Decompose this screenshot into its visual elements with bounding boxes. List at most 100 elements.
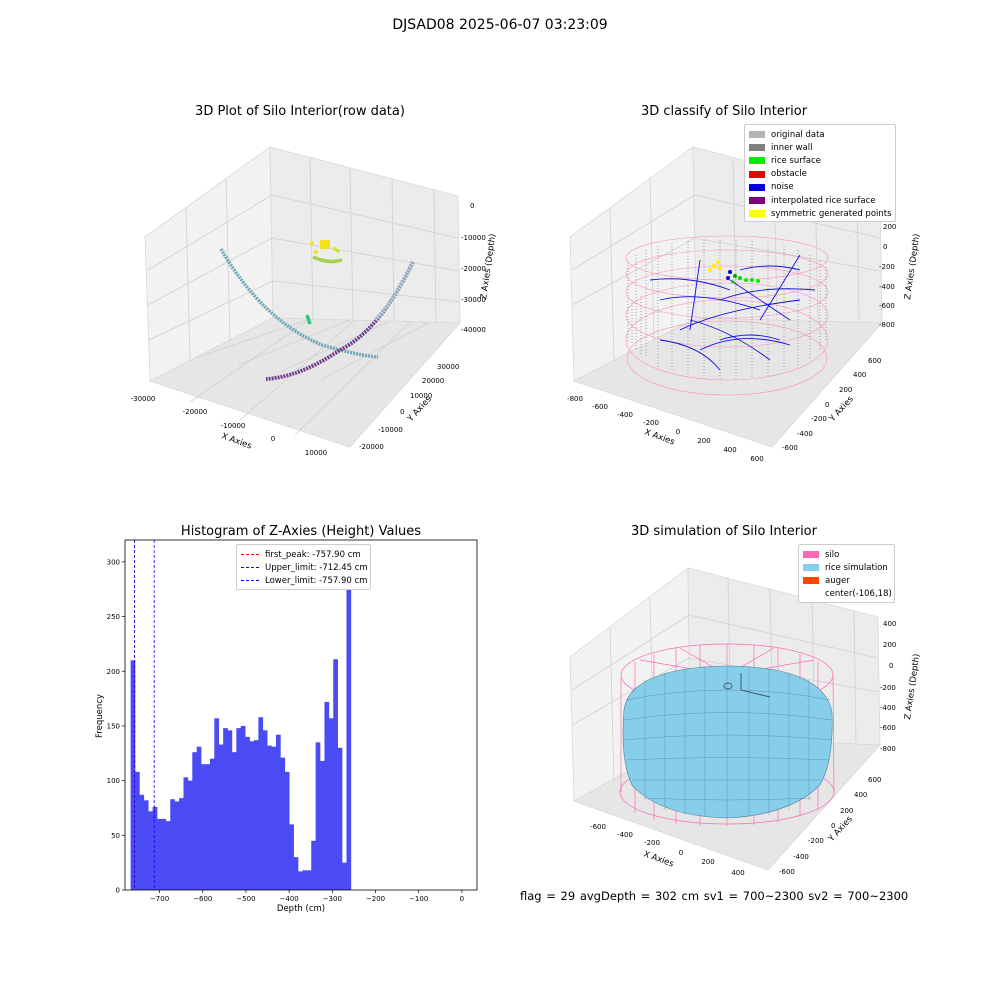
legend-label: Lower_limit: -757.90 cm bbox=[265, 575, 368, 586]
histogram-bar bbox=[205, 764, 211, 890]
classify-noise-lines bbox=[649, 254, 816, 371]
histogram-bar bbox=[223, 728, 228, 890]
simulation-ztick: -600 bbox=[880, 724, 896, 732]
classify-ztick: -600 bbox=[879, 302, 895, 310]
raw-axes-box bbox=[144, 146, 461, 448]
legend-label: auger bbox=[825, 575, 850, 586]
histogram-title: Histogram of Z-Axies (Height) Values bbox=[180, 524, 422, 539]
simulation-xtick: -600 bbox=[590, 823, 606, 831]
classify-xtick: 200 bbox=[697, 437, 710, 445]
simulation-ztick: -200 bbox=[880, 684, 896, 692]
simulation-ytick: -400 bbox=[793, 853, 809, 861]
classify-xtick: -800 bbox=[567, 395, 583, 403]
raw-ztick: -20000 bbox=[461, 265, 486, 273]
simulation-ytick: 400 bbox=[854, 791, 867, 799]
simulation-plot-title: 3D simulation of Silo Interior bbox=[631, 524, 817, 539]
legend-label: noise bbox=[771, 182, 794, 193]
histogram-ytick-label: 100 bbox=[107, 777, 120, 785]
histogram-bar bbox=[267, 745, 272, 890]
histogram-bar bbox=[183, 777, 189, 890]
legend-label: original data bbox=[771, 129, 825, 140]
histogram-bar bbox=[196, 746, 202, 890]
legend-item-noise: noise bbox=[749, 181, 890, 194]
legend-swatch bbox=[749, 183, 765, 191]
histogram-bar bbox=[337, 747, 343, 890]
simulation-ytick: 0 bbox=[831, 822, 835, 830]
classify-ytick: 600 bbox=[868, 357, 881, 365]
simulation-xtick: -400 bbox=[617, 831, 633, 839]
histogram-bar bbox=[231, 752, 237, 890]
histogram-ylabel: Frequency bbox=[95, 694, 105, 738]
histogram-bar bbox=[165, 821, 171, 890]
classify-ytick: -600 bbox=[782, 444, 798, 452]
classify-ytick: -400 bbox=[797, 430, 813, 438]
histogram-ytick-label: 0 bbox=[116, 887, 120, 895]
legend-label: obstacle bbox=[771, 169, 807, 180]
legend-item-interpolated-rice-surface: interpolated rice surface bbox=[749, 194, 890, 207]
histogram-ytick-label: 150 bbox=[107, 722, 120, 730]
classify-ytick: 400 bbox=[853, 371, 866, 379]
legend-label: silo bbox=[825, 549, 840, 560]
legend-label: rice simulation bbox=[825, 562, 888, 573]
legend-item-original-data: original data bbox=[749, 128, 890, 141]
histogram-xtick-label: −100 bbox=[409, 895, 428, 903]
histogram-bar bbox=[302, 870, 308, 890]
legend-swatch bbox=[749, 210, 765, 218]
legend-swatch bbox=[749, 170, 765, 178]
histogram-xtick-label: −300 bbox=[323, 895, 342, 903]
classify-xtick: -600 bbox=[592, 403, 608, 411]
simulation-zlabel: Z Axies (Depth) bbox=[903, 653, 922, 720]
simulation-xtick: 400 bbox=[731, 869, 744, 877]
simulation-xtick: -200 bbox=[644, 839, 660, 847]
histogram-bar bbox=[214, 718, 220, 890]
histogram-bar bbox=[253, 740, 259, 890]
legend-line bbox=[241, 567, 259, 569]
classify-inner-wall bbox=[627, 240, 827, 381]
histogram-bar bbox=[236, 728, 242, 890]
histogram-xtick-label: −400 bbox=[280, 895, 299, 903]
histogram-bar bbox=[174, 801, 180, 890]
classify-ztick: -800 bbox=[879, 321, 895, 329]
histogram-xtick-label: −600 bbox=[193, 895, 212, 903]
legend-swatch bbox=[749, 197, 765, 205]
legend-swatch bbox=[803, 551, 819, 559]
classify-ztick: 0 bbox=[883, 243, 887, 251]
classify-xtick: 0 bbox=[676, 428, 680, 436]
legend-item-first-peak: first_peak: -757.90 cm bbox=[241, 548, 365, 561]
histogram-bar bbox=[333, 659, 338, 890]
raw-ytick: 30000 bbox=[437, 363, 459, 371]
histogram-xtick-label: 0 bbox=[460, 895, 464, 903]
histogram-bar bbox=[289, 824, 294, 890]
histogram-bar bbox=[275, 734, 281, 890]
legend-item-rice-simulation: rice simulation bbox=[803, 561, 889, 574]
legend-item-center: center(-106,18) bbox=[803, 588, 892, 601]
simulation-legend: silo rice simulation auger center(-106,1… bbox=[798, 544, 895, 603]
histogram-bar bbox=[227, 730, 233, 890]
simulation-ztick: 0 bbox=[889, 662, 893, 670]
legend-item-lower-limit: Lower_limit: -757.90 cm bbox=[241, 574, 368, 587]
histogram-bar bbox=[324, 701, 330, 890]
histogram-yticks: 0 50 100 150 200 250 300 bbox=[107, 558, 125, 895]
histogram-bar bbox=[315, 742, 321, 890]
raw-ztick: -10000 bbox=[461, 234, 486, 242]
raw-ytick: -20000 bbox=[359, 443, 384, 451]
histogram-legend: first_peak: -757.90 cm Upper_limit: -712… bbox=[236, 544, 371, 590]
histogram-bar bbox=[262, 730, 268, 890]
rice-simulation-mesh bbox=[623, 666, 833, 818]
histogram-bar bbox=[245, 736, 250, 890]
histogram-bar bbox=[342, 862, 347, 890]
histogram-ytick-label: 200 bbox=[107, 668, 120, 676]
legend-label: interpolated rice surface bbox=[771, 195, 876, 206]
simulation-ztick: -400 bbox=[880, 704, 896, 712]
legend-swatch bbox=[749, 131, 765, 139]
raw-xtick: -10000 bbox=[221, 422, 246, 430]
simulation-ztick: 200 bbox=[883, 641, 896, 649]
raw-ytick: 20000 bbox=[422, 377, 444, 385]
simulation-xtick: 0 bbox=[679, 849, 683, 857]
histogram-bar bbox=[346, 557, 352, 890]
classify-plot-title: 3D classify of Silo Interior bbox=[640, 104, 808, 119]
histogram-bar bbox=[135, 771, 140, 890]
classify-silo-wireframe bbox=[625, 235, 829, 396]
